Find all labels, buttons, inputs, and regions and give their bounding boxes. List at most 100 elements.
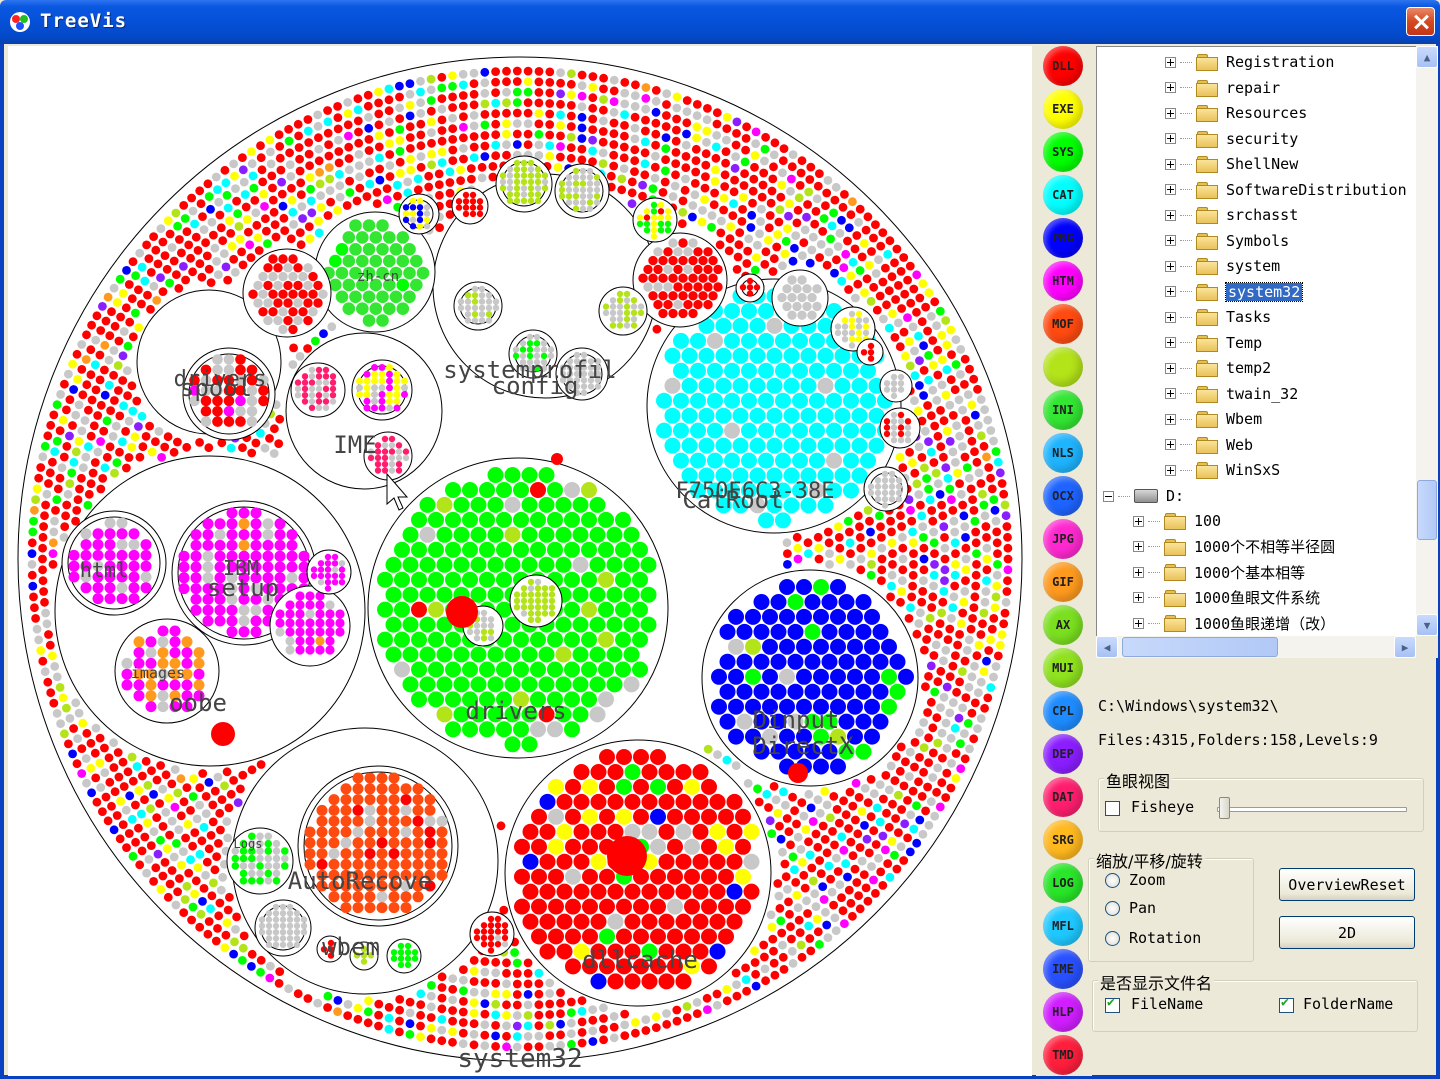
tree-item-label[interactable]: repair — [1226, 78, 1281, 97]
legend-item-unlabeled[interactable] — [1043, 347, 1083, 387]
tree-item[interactable]: Web — [1165, 433, 1253, 457]
legend-item-gif[interactable]: GIF — [1043, 562, 1083, 602]
filename-label[interactable]: FileName — [1131, 995, 1204, 1013]
tree-item-label[interactable]: Resources — [1226, 104, 1308, 122]
expand-icon[interactable] — [1133, 541, 1144, 552]
tree-item[interactable]: D: — [1103, 484, 1184, 508]
tree-item-label[interactable]: SoftwareDistribution — [1226, 180, 1407, 199]
legend-item-dat[interactable]: DAT — [1043, 777, 1083, 817]
expand-icon[interactable] — [1165, 464, 1176, 476]
tree-item[interactable]: Symbols — [1165, 229, 1289, 253]
tree-item-label[interactable]: D: — [1166, 487, 1185, 505]
tree-item-label[interactable]: 100 — [1194, 512, 1222, 530]
tree-item[interactable]: Temp — [1165, 331, 1262, 355]
tree-item[interactable]: system32 — [1165, 280, 1304, 304]
tree-item-label[interactable]: system — [1226, 257, 1281, 275]
fisheye-slider-thumb[interactable] — [1219, 797, 1230, 819]
expand-icon[interactable] — [1133, 515, 1144, 527]
legend-item-dll[interactable]: DLL — [1043, 46, 1083, 86]
rotation-label[interactable]: Rotation — [1129, 929, 1202, 947]
tree-vertical-scrollbar[interactable]: ▲ ▼ — [1416, 46, 1438, 636]
legend-item-mui[interactable]: MUI — [1043, 648, 1083, 688]
pan-radio[interactable] — [1105, 901, 1120, 916]
folder-tree[interactable]: Registration repair Resources security Shell… — [1096, 46, 1417, 637]
tree-item[interactable]: temp2 — [1165, 356, 1271, 380]
expand-icon[interactable] — [1165, 133, 1176, 144]
tree-horizontal-scrollbar[interactable]: ◀ ▶ — [1096, 636, 1416, 658]
fisheye-slider-track[interactable] — [1217, 807, 1407, 812]
expand-icon[interactable] — [1165, 311, 1176, 323]
legend-item-cat[interactable]: CAT — [1043, 175, 1083, 215]
legend-item-dep[interactable]: DEP — [1043, 734, 1083, 774]
expand-icon[interactable] — [1165, 107, 1176, 119]
tree-item[interactable]: system — [1165, 254, 1280, 278]
collapse-icon[interactable] — [1103, 490, 1114, 502]
expand-icon[interactable] — [1165, 209, 1176, 221]
tree-item-label[interactable]: Tasks — [1226, 308, 1272, 326]
legend-item-jpg[interactable]: JPG — [1043, 519, 1083, 559]
filename-checkbox[interactable] — [1105, 995, 1120, 1013]
title-bar[interactable]: TreeVis — [0, 0, 1440, 44]
expand-icon[interactable] — [1133, 566, 1144, 578]
tree-item[interactable]: Registration — [1165, 50, 1334, 74]
tree-item[interactable]: 1000鱼眼文件系统 — [1133, 586, 1320, 610]
tree-item-label[interactable]: Web — [1226, 435, 1254, 454]
scroll-thumb[interactable] — [1417, 480, 1437, 540]
legend-item-hlp[interactable]: HLP — [1043, 992, 1083, 1032]
legend-item-ini[interactable]: INI — [1043, 390, 1083, 430]
zoom-radio[interactable] — [1105, 873, 1120, 888]
expand-icon[interactable] — [1165, 158, 1176, 170]
expand-icon[interactable] — [1133, 592, 1144, 603]
tree-item-label[interactable]: srchasst — [1226, 206, 1299, 224]
pan-label[interactable]: Pan — [1129, 899, 1157, 917]
scroll-left-button[interactable]: ◀ — [1096, 636, 1118, 658]
tree-item[interactable]: repair — [1165, 76, 1280, 100]
tree-item[interactable]: Tasks — [1165, 305, 1271, 329]
expand-icon[interactable] — [1133, 617, 1144, 629]
tree-item-label[interactable]: Temp — [1226, 333, 1263, 352]
tree-item-label[interactable]: twain_32 — [1226, 384, 1299, 403]
expand-icon[interactable] — [1165, 235, 1176, 246]
expand-icon[interactable] — [1165, 184, 1176, 195]
tree-item[interactable]: security — [1165, 127, 1298, 151]
expand-icon[interactable] — [1165, 413, 1176, 425]
circle-packing-visualization[interactable]: driversoobedllcachewbemAutoRecoveDirectX… — [8, 46, 1032, 1076]
legend-item-ax[interactable]: AX — [1043, 605, 1083, 645]
legend-item-srg[interactable]: SRG — [1043, 820, 1083, 860]
legend-item-sys[interactable]: SYS — [1043, 132, 1083, 172]
legend-item-ocx[interactable]: OCX — [1043, 476, 1083, 516]
tree-item-label[interactable]: 1000鱼眼文件系统 — [1194, 589, 1321, 607]
tree-item[interactable]: 1000个基本相等 — [1133, 560, 1305, 584]
scroll-up-button[interactable]: ▲ — [1416, 46, 1438, 68]
legend-item-mfl[interactable]: MFL — [1043, 906, 1083, 946]
overview-reset-button[interactable]: OverviewReset — [1279, 868, 1415, 901]
expand-icon[interactable] — [1165, 286, 1176, 297]
foldername-label[interactable]: FolderName — [1303, 995, 1394, 1013]
legend-item-htm[interactable]: HTM — [1043, 261, 1083, 301]
legend-item-cpl[interactable]: CPL — [1043, 691, 1083, 731]
fisheye-label[interactable]: Fisheye — [1131, 798, 1195, 816]
tree-item-label[interactable]: Wbem — [1226, 410, 1263, 428]
expand-icon[interactable] — [1165, 56, 1176, 68]
tree-item-label[interactable]: system32 — [1224, 281, 1304, 302]
expand-icon[interactable] — [1165, 439, 1176, 450]
tree-item-label[interactable]: security — [1226, 129, 1299, 148]
legend-item-tmd[interactable]: TMD — [1043, 1035, 1083, 1075]
tree-item-label[interactable]: temp2 — [1226, 359, 1272, 377]
foldername-checkbox[interactable] — [1279, 995, 1294, 1013]
mode-2d-button[interactable]: 2D — [1279, 916, 1415, 949]
tree-item-label[interactable]: Symbols — [1226, 231, 1290, 250]
tree-item-label[interactable]: 1000个不相等半径圆 — [1194, 538, 1336, 556]
expand-icon[interactable] — [1165, 82, 1176, 93]
legend-item-log[interactable]: LOG — [1043, 863, 1083, 903]
tree-item-label[interactable]: Registration — [1226, 53, 1335, 71]
expand-icon[interactable] — [1165, 260, 1176, 272]
expand-icon[interactable] — [1165, 337, 1176, 348]
zoom-label[interactable]: Zoom — [1129, 871, 1166, 889]
tree-item[interactable]: ShellNew — [1165, 152, 1298, 176]
tree-item[interactable]: srchasst — [1165, 203, 1298, 227]
treemap-canvas[interactable]: drivers oobe dllcache wbem AutoRecove DirectX… — [8, 46, 1032, 1076]
legend-item-png[interactable]: PNG — [1043, 218, 1083, 258]
tree-item[interactable]: twain_32 — [1165, 382, 1298, 406]
tree-item[interactable]: WinSxS — [1165, 458, 1280, 482]
